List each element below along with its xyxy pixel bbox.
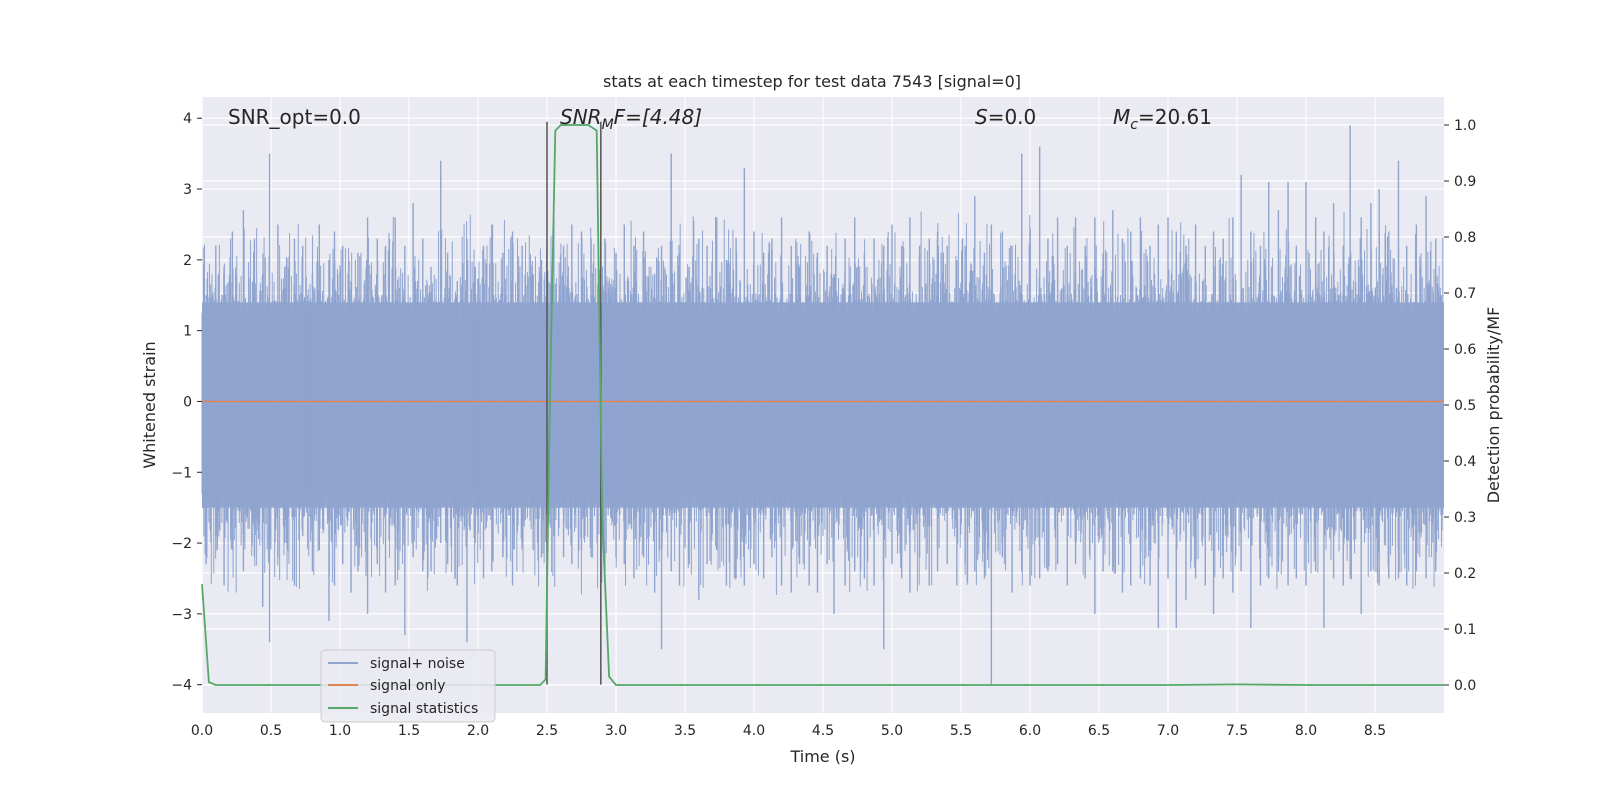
x-tick-label: 6.5	[1088, 723, 1110, 739]
y2-tick-label: 0.4	[1454, 454, 1476, 470]
y-tick-label: 1	[183, 324, 192, 340]
y-tick-label: −1	[171, 465, 192, 481]
y2-tick-label: 0.0	[1454, 678, 1476, 694]
x-axis-ticks: 0.0 0.5 1.0 1.5 2.0 2.5 3.0 3.5 4.0 4.5 5.0 5.5 6.0 6…	[191, 723, 1386, 739]
annotation-snr-opt: SNR_opt=0.0	[228, 105, 361, 129]
y2-tick-label: 0.7	[1454, 286, 1476, 302]
x-tick-label: 5.5	[950, 723, 972, 739]
y-tick-label: −4	[171, 678, 192, 694]
x-tick-label: 5.0	[881, 723, 903, 739]
y2-tick-label: 0.3	[1454, 510, 1476, 526]
legend-label-signal-noise: signal+ noise	[370, 656, 465, 672]
x-tick-label: 4.5	[812, 723, 834, 739]
legend-box	[320, 649, 496, 723]
y2-tick-label: 0.1	[1454, 622, 1476, 638]
snr-mf-base: SNR	[560, 105, 602, 129]
chart-title: stats at each timestep for test data 754…	[603, 72, 1021, 91]
x-tick-label: 2.0	[467, 723, 489, 739]
y2-tick-label: 0.2	[1454, 566, 1476, 582]
s-base: S	[975, 105, 988, 129]
y-tick-label: −2	[171, 536, 192, 552]
annotation-snr-mf: SNRMF=[4.48]	[560, 105, 702, 133]
mc-rest: =20.61	[1138, 105, 1212, 129]
x-tick-label: 7.0	[1157, 723, 1179, 739]
snr-mf-rest: F=[4.48]	[614, 105, 702, 129]
y-tick-label: 4	[183, 111, 192, 127]
s-rest: =0.0	[988, 105, 1037, 129]
y2-tick-label: 0.8	[1454, 230, 1476, 246]
x-tick-label: 6.0	[1019, 723, 1041, 739]
y2-axis-ticks: 1.0 0.9 0.8 0.7 0.6 0.5 0.4 0.3 0.2 0.1 0.0	[1444, 118, 1476, 694]
noise-series	[201, 125, 1444, 685]
x-tick-label: 3.5	[674, 723, 696, 739]
legend: signal+ noise signal only signal statist…	[320, 649, 496, 723]
x-axis-label: Time (s)	[789, 747, 855, 766]
x-tick-label: 0.0	[191, 723, 213, 739]
x-tick-label: 0.5	[260, 723, 282, 739]
x-tick-label: 4.0	[743, 723, 765, 739]
annotation-s: S=0.0	[975, 105, 1036, 129]
mc-sub: c	[1130, 117, 1138, 133]
x-tick-label: 8.0	[1295, 723, 1317, 739]
y2-tick-label: 0.9	[1454, 174, 1476, 190]
y2-tick-label: 0.5	[1454, 398, 1476, 414]
y2-axis-label: Detection probability/MF	[1484, 307, 1503, 504]
legend-label-signal-statistics: signal statistics	[370, 701, 478, 717]
x-tick-label: 2.5	[536, 723, 558, 739]
legend-label-signal-only: signal only	[370, 678, 445, 694]
x-tick-label: 7.5	[1226, 723, 1248, 739]
y-tick-label: 2	[183, 253, 192, 269]
mc-base: M	[1113, 105, 1130, 129]
snr-mf-sub: M	[602, 117, 614, 133]
y-axis-ticks: 4 3 2 1 0 −1 −2 −3 −4	[171, 111, 202, 694]
y-tick-label: 0	[183, 394, 192, 410]
x-tick-label: 1.5	[398, 723, 420, 739]
annotation-mc: Mc=20.61	[1113, 105, 1212, 133]
x-tick-label: 8.5	[1364, 723, 1386, 739]
y-axis-label: Whitened strain	[140, 341, 159, 468]
y-tick-label: −3	[171, 607, 192, 623]
x-tick-label: 1.0	[329, 723, 351, 739]
y2-tick-label: 1.0	[1454, 118, 1476, 134]
x-tick-label: 3.0	[605, 723, 627, 739]
y2-tick-label: 0.6	[1454, 342, 1476, 358]
y-tick-label: 3	[183, 182, 192, 198]
